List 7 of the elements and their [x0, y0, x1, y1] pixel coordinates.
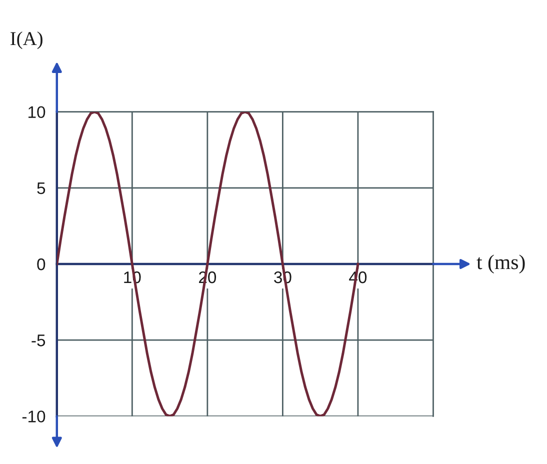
y-tick-label: -5: [32, 334, 46, 346]
y-tick-label: 10: [28, 106, 46, 118]
y-tick-label: -10: [22, 410, 46, 422]
y-tick-label: 5: [37, 182, 46, 194]
y-tick-label: 0: [37, 258, 46, 270]
y-axis-title: I(A): [10, 31, 42, 50]
x-axis-title: t (ms): [476, 254, 525, 274]
